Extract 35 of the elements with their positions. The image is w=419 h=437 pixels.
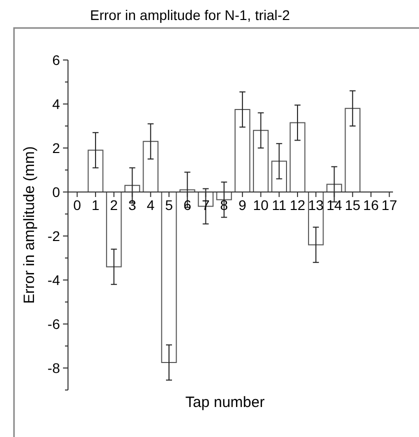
x-axis-title: Tap number [185,394,265,411]
x-tick-label: 10 [253,197,269,213]
bar [290,122,306,192]
y-tick-label: 6 [52,52,60,68]
bar [271,160,288,192]
y-axis-title: Error in amplitude (mm) [21,146,38,304]
bar [252,130,269,192]
y-tick-label: -6 [48,316,60,332]
y-tick-label: -8 [48,360,60,376]
x-tick-label: 5 [165,197,174,213]
y-tick-label: 0 [52,184,60,200]
x-tick-label: 2 [110,197,118,213]
x-tick-label: 0 [73,197,82,213]
bar [161,192,177,363]
x-tick-label: 11 [272,197,287,213]
y-tick-label: -2 [48,228,60,244]
x-tick-label: 16 [363,197,379,213]
chart-title: Error in amplitude for N-1, trial-2 [90,7,290,23]
x-tick-label: 9 [238,197,247,213]
bar [308,192,324,246]
bar [344,108,360,192]
bar [142,140,158,192]
x-tick-label: 13 [308,197,324,213]
x-tick-label: 15 [344,197,361,213]
x-tick-label: 1 [92,197,100,213]
x-tick-label: 14 [326,197,342,213]
y-tick-label: 2 [52,140,60,156]
x-tick-label: 4 [146,197,155,213]
bar [106,192,122,268]
bar [234,109,250,192]
x-tick-label: 17 [382,197,398,213]
y-tick-label: 4 [52,96,60,112]
x-tick-label: 12 [290,197,306,213]
bar [88,150,104,192]
y-tick-label: -4 [48,272,60,288]
